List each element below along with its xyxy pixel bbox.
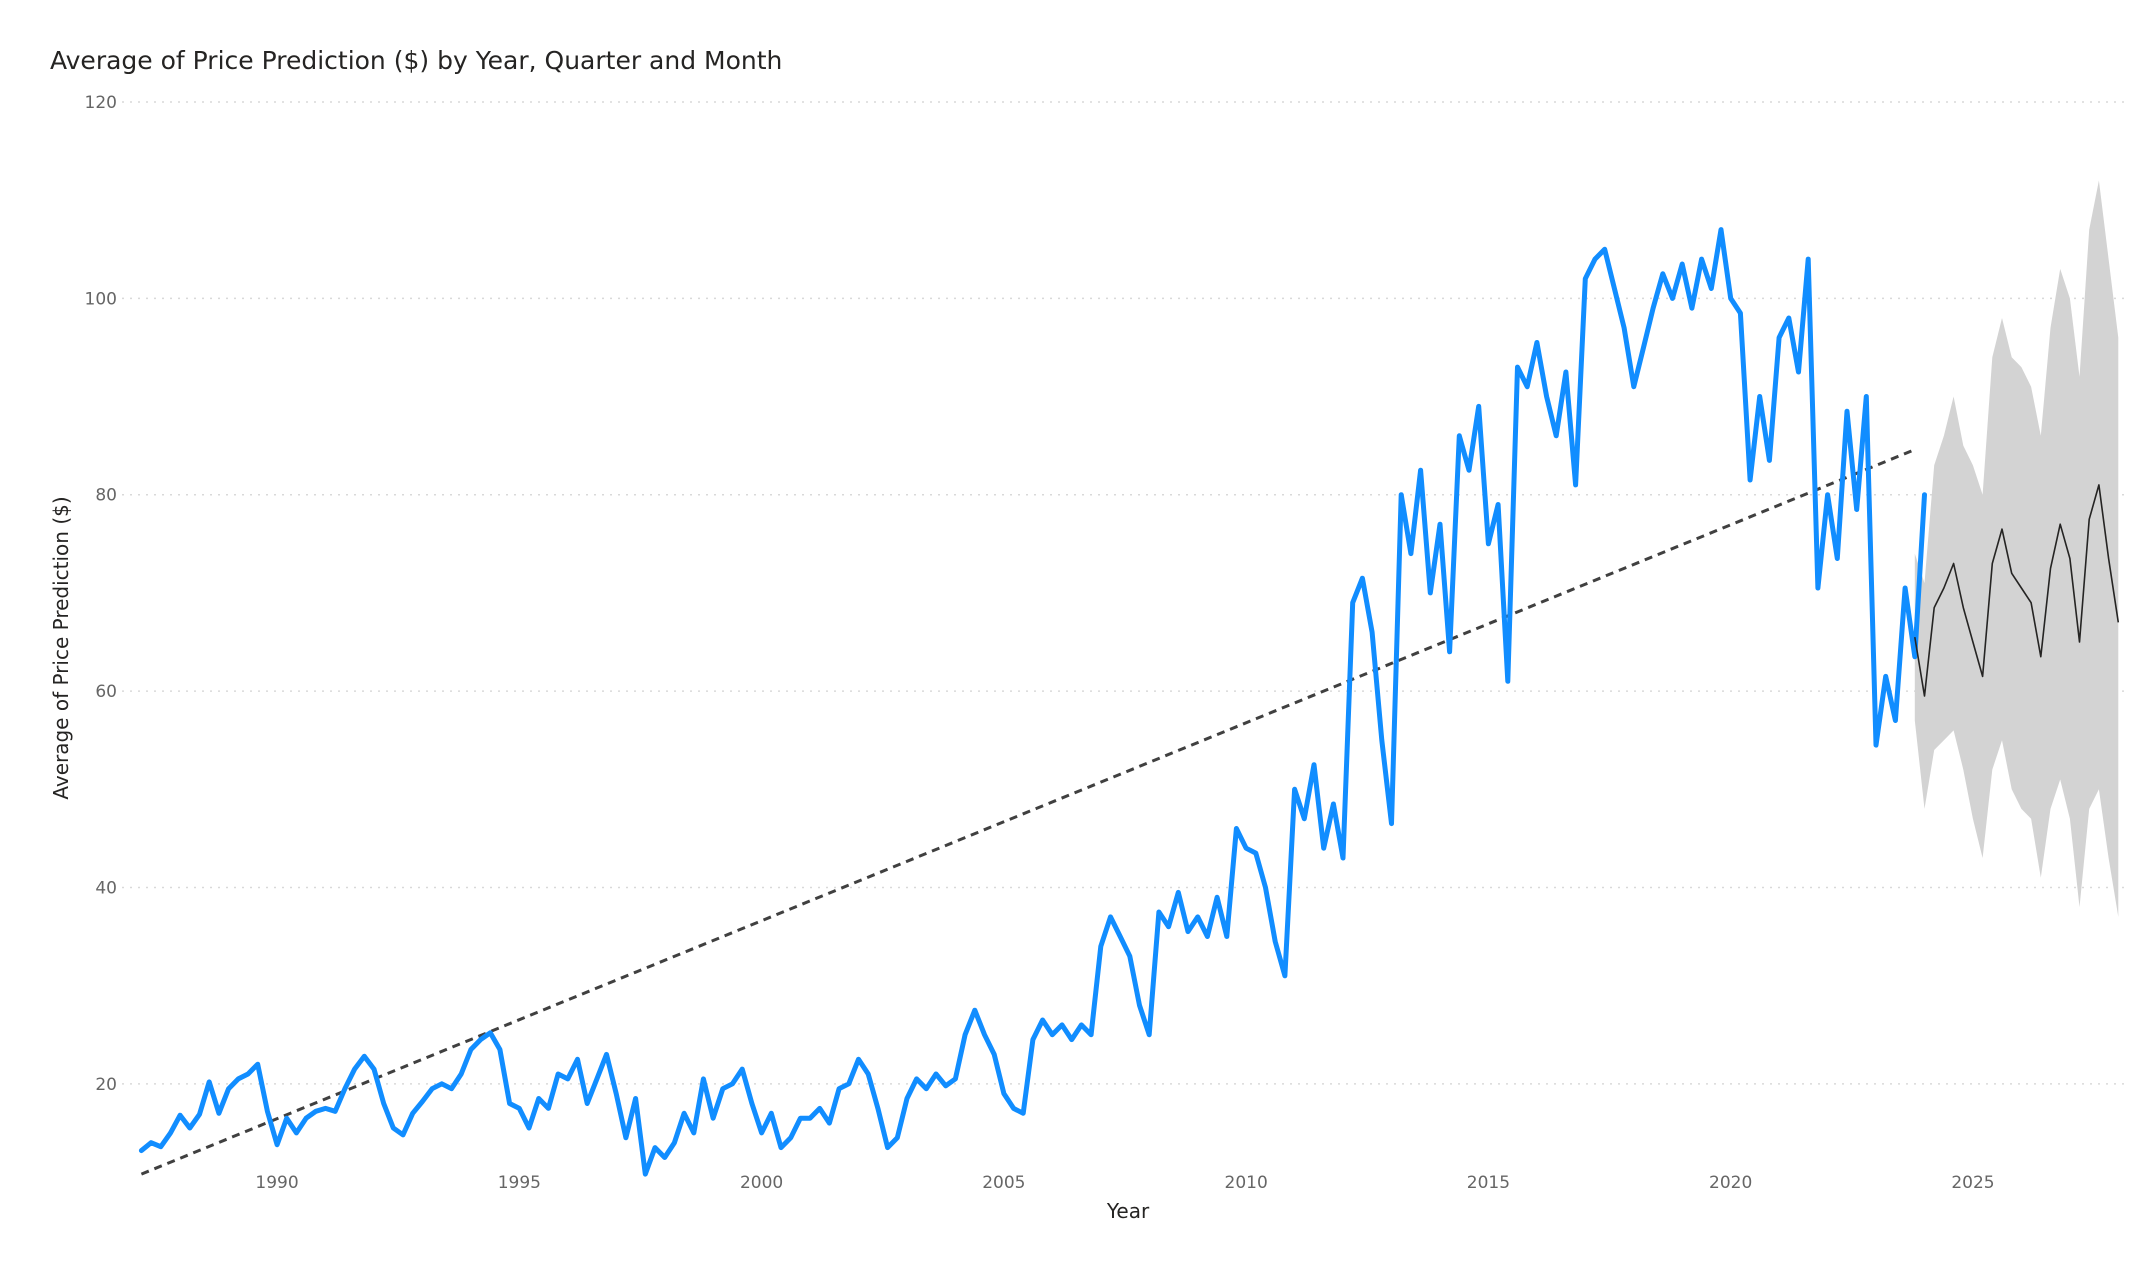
y-tick-label: 40 [95, 878, 117, 898]
trend-line [140, 448, 1916, 1176]
confidence-band [1914, 180, 2119, 917]
y-tick-label: 100 [85, 289, 117, 309]
x-tick-label: 2010 [1225, 1173, 1268, 1193]
y-tick-label: 20 [95, 1075, 117, 1095]
x-tick-label: 2015 [1467, 1173, 1510, 1193]
x-tick-label: 2020 [1709, 1173, 1752, 1193]
y-tick-label: 60 [95, 682, 117, 702]
actual-price-line [138, 227, 1927, 1177]
actual-series-layer [138, 227, 1927, 1177]
forecast-confidence-area [1914, 180, 2119, 917]
gridlines [122, 101, 2128, 1085]
x-tick-label: 2000 [740, 1173, 783, 1193]
x-axis-title: Year [1106, 1199, 1150, 1223]
x-tick-label: 1995 [498, 1173, 541, 1193]
y-axis-ticks: 20 40 60 80 100 120 [85, 93, 117, 1095]
y-axis-title: Average of Price Prediction ($) [49, 496, 73, 799]
y-tick-label: 120 [85, 93, 117, 113]
x-axis-ticks: 1990 1995 2000 2005 2010 2015 2020 2025 [255, 1173, 1994, 1193]
forecast-line [1914, 484, 2120, 697]
forecast-series-layer [1914, 484, 2120, 697]
chart-title: Average of Price Prediction ($) by Year,… [50, 46, 783, 75]
x-tick-label: 1990 [255, 1173, 298, 1193]
x-tick-label: 2025 [1951, 1173, 1994, 1193]
x-tick-label: 2005 [982, 1173, 1025, 1193]
y-tick-label: 80 [95, 486, 117, 506]
trend-line-layer [140, 448, 1916, 1176]
